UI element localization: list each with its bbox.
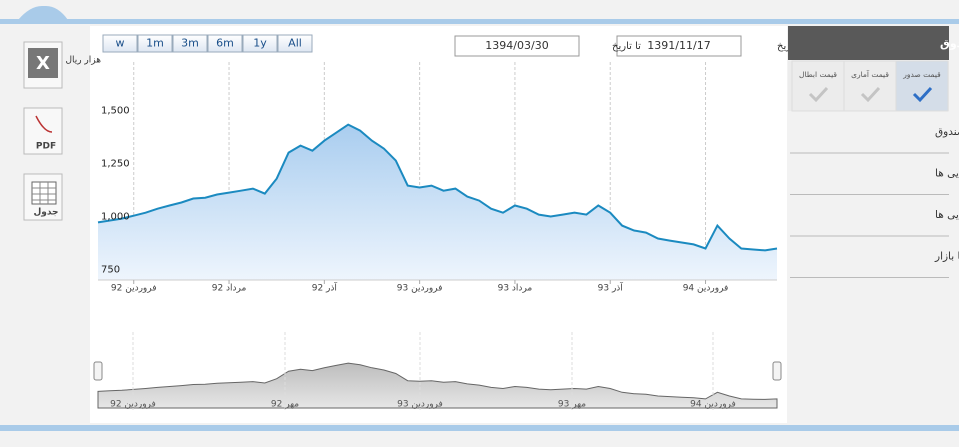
menu-item[interactable]: [788, 236, 949, 278]
range-button[interactable]: [137, 34, 173, 53]
to-date: 1394/03/30: [485, 39, 548, 52]
check-mark: [860, 86, 881, 103]
navigator-label: مهر 92: [271, 400, 299, 410]
from-input[interactable]: [616, 35, 742, 57]
range-button-label: 1m: [146, 37, 164, 50]
price-option-label: قیمت آماری: [851, 69, 889, 79]
range-button-label: All: [288, 37, 302, 50]
pdf-label: PDF: [36, 142, 56, 152]
range-button[interactable]: [207, 34, 243, 53]
from-date: 1391/11/17: [647, 39, 710, 52]
range-button-label: 3m: [181, 37, 199, 50]
navigator-label: فروردین 93: [397, 400, 443, 410]
top-bar: [0, 19, 959, 24]
range-button-label: 1y: [253, 37, 267, 50]
axes: 1,500 1,250 1,000 750 فروردین 92 مرداد 92 آذر …: [98, 106, 777, 294]
y-tick-label: 750: [101, 264, 120, 275]
navigator: فروردین 92 مهر 92 فروردین 93 مهر 93 فروردین …: [97, 332, 778, 410]
check-mark: [912, 86, 933, 103]
price-option[interactable]: [843, 60, 897, 112]
excel-icon[interactable]: X: [23, 41, 63, 89]
navigator-label: فروردین 92: [110, 400, 156, 410]
sidebar-header-bg: [788, 26, 949, 60]
navigator-area: [97, 362, 778, 409]
price-option-label: قیمت ابطال: [799, 70, 837, 79]
range-button[interactable]: [172, 34, 208, 53]
menu-item[interactable]: [788, 153, 949, 195]
y-tick-label: 1,000: [101, 212, 130, 223]
x-tick-label: مرداد 92: [212, 284, 247, 294]
pdf-icon[interactable]: PDF: [23, 107, 63, 155]
range-button[interactable]: [102, 34, 138, 53]
to-input[interactable]: [454, 35, 580, 57]
navigator-label: مهر 93: [558, 400, 586, 410]
menu-item-label: صنایع در سبد دارایی ها: [935, 168, 959, 180]
y-tick-label: 1,500: [101, 106, 130, 117]
top-tab: [18, 6, 68, 20]
range-button-label: 6m: [216, 37, 234, 50]
x-tick-label: آذر 93: [598, 282, 624, 294]
navigator-handle-left[interactable]: [93, 361, 103, 381]
plot: [97, 123, 778, 280]
menu-item-label: ارزش خالص دارایی ها: [935, 209, 959, 221]
x-tick-label: فروردین 93: [397, 284, 443, 294]
x-tick-label: فروردین 94: [683, 284, 729, 294]
x-tick-label: آذر 92: [312, 282, 338, 294]
line: [97, 123, 778, 252]
menu-item-label: ترکیب دارایی های صندوق: [935, 126, 959, 138]
table-label: جدول: [33, 208, 58, 218]
table-icon[interactable]: جدول: [23, 173, 63, 221]
navigator-handle-right[interactable]: [772, 361, 782, 381]
area: [98, 124, 777, 280]
menu-item[interactable]: [788, 112, 949, 153]
price-options: قیمت صدور قیمت آماری قیمت ابطال: [788, 60, 949, 112]
x-tick-label: فروردین 92: [111, 284, 157, 294]
navigator-label: فروردین 94: [690, 400, 736, 410]
menu-item[interactable]: [788, 195, 949, 236]
range-button-label: w: [116, 37, 125, 50]
excel-label: X: [36, 53, 50, 74]
x-tick-label: مرداد 93: [498, 284, 533, 294]
menu-item-label: مقایسه بازده صندوق با بازار: [934, 251, 959, 263]
y-axis-label: هزار ریال: [65, 56, 101, 66]
sidebar-menu: ترکیب دارایی های صندوق صنایع در سبد دارای…: [788, 112, 959, 278]
sidebar-header: قیمت های روزانه صندوق: [940, 37, 959, 50]
y-tick-label: 1,250: [101, 159, 130, 170]
range-buttons: w 1m 3m 6m 1y All: [102, 34, 313, 53]
bottom-bar: [0, 425, 959, 431]
to-label: تا تاریخ: [612, 41, 641, 52]
price-option[interactable]: [791, 60, 845, 112]
check-mark: [808, 86, 829, 103]
price-option[interactable]: [895, 60, 949, 112]
range-button[interactable]: [242, 34, 278, 53]
price-option-label: قیمت صدور: [902, 70, 941, 79]
range-button[interactable]: [277, 34, 313, 53]
